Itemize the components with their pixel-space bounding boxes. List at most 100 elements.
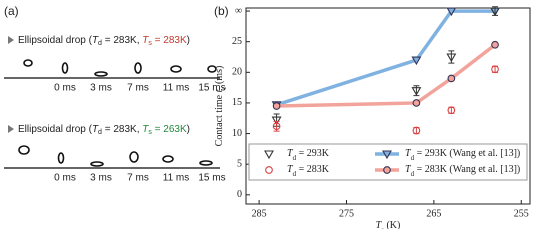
time-label: 15 ms — [198, 173, 225, 184]
text-part: Ellipsoidal drop ( — [18, 35, 93, 46]
legend-label: Td = 293K — [287, 148, 330, 161]
y-tick-label: 5 — [237, 158, 242, 169]
marker — [411, 56, 422, 66]
text-part: = 293K — [296, 148, 330, 159]
marker — [491, 40, 499, 49]
text-part: = 283K, — [102, 124, 142, 135]
x-tick-label: 255 — [514, 208, 529, 219]
text-part: = 283K — [296, 164, 330, 175]
drop-image — [18, 145, 30, 155]
time-label: 11 ms — [163, 173, 190, 184]
text-part: d — [293, 170, 297, 178]
text-part: T — [142, 124, 149, 135]
drop-image — [23, 59, 33, 67]
text-part: d — [411, 154, 415, 162]
plot-frame — [245, 7, 531, 205]
text-part: ) — [187, 124, 190, 135]
text-part: T — [287, 148, 294, 159]
y-tick-label: ∞ — [235, 5, 242, 16]
marker — [412, 126, 421, 135]
legend-label: Td = 283K — [287, 164, 330, 177]
marker — [446, 53, 457, 63]
text-part: ) — [187, 35, 190, 46]
bullet — [8, 125, 14, 133]
y-axis-label: Contact time tc (ms) — [214, 66, 227, 147]
time-label: 0 ms — [54, 173, 76, 184]
text-part: c — [220, 87, 228, 90]
time-label: 3 ms — [90, 83, 112, 94]
marker — [382, 150, 392, 160]
text-part: (ms) — [214, 66, 225, 87]
marker — [447, 106, 456, 115]
x-tick-label: 265 — [426, 208, 441, 219]
y-tick-label: 15 — [232, 97, 242, 108]
text-part: T — [405, 148, 412, 159]
text-part: T — [376, 220, 383, 229]
caption: Ellipsoidal drop (Td = 283K, Ts = 263K) — [18, 124, 190, 137]
text-part: (K) — [384, 220, 400, 229]
marker — [490, 7, 500, 17]
drop-image — [134, 62, 142, 74]
text-part: s — [148, 129, 152, 136]
marker — [411, 87, 422, 96]
text-part: T — [142, 35, 149, 46]
text-part: d — [411, 170, 415, 178]
marker — [264, 150, 274, 160]
x-axis-label: Ts (K) — [376, 220, 401, 229]
drop-image — [90, 161, 104, 167]
text-part: T — [405, 164, 412, 175]
drop-image — [57, 152, 65, 164]
marker — [272, 102, 281, 110]
marker — [446, 7, 457, 17]
line — [276, 43, 497, 108]
x-tick-label: 275 — [339, 208, 354, 219]
marker — [412, 99, 421, 107]
time-label: 3 ms — [90, 173, 112, 184]
text-part: Ellipsoidal drop ( — [18, 124, 93, 135]
time-label: 15 ms — [198, 83, 225, 94]
text-part: s — [148, 40, 152, 47]
marker — [271, 116, 282, 126]
text-part: T — [92, 124, 99, 135]
legend-label: Td = 283K (Wang et al. [13]) — [405, 164, 520, 177]
marker — [447, 74, 456, 83]
text-part: = 283K (Wang et al. [13]) — [414, 164, 520, 175]
drop-image — [94, 71, 108, 77]
text-part: = 283K, — [102, 35, 142, 46]
text-part: d — [293, 154, 297, 162]
drop-image — [162, 155, 174, 163]
time-label: 0 ms — [54, 83, 76, 94]
text-part: s — [381, 226, 384, 229]
text-part: T — [287, 164, 294, 175]
drop-image — [199, 160, 213, 166]
text-part: = 263K — [152, 124, 187, 135]
figure: (a) (b) Ellipsoidal drop (Td = 283K, Ts … — [4, 4, 531, 229]
time-label: 11 ms — [163, 83, 190, 94]
x-tick-label: 285 — [252, 208, 267, 219]
marker — [491, 65, 499, 74]
marker — [383, 166, 391, 174]
text-part: = 293K (Wang et al. [13]) — [414, 148, 520, 159]
drop-image — [61, 62, 69, 74]
text-part: T — [92, 35, 99, 46]
marker — [272, 122, 281, 131]
y-tick-label: 0 — [237, 189, 242, 200]
text-part: = 283K — [152, 35, 187, 46]
time-label: 7 ms — [127, 173, 149, 184]
legend-box — [248, 143, 528, 181]
panel-label: (b) — [214, 4, 229, 18]
drop-image — [129, 151, 139, 163]
caption: Ellipsoidal drop (Td = 283K, Ts = 283K) — [18, 35, 190, 48]
y-tick-label: 20 — [232, 67, 242, 78]
marker — [265, 166, 273, 174]
text-part: d — [98, 129, 102, 136]
text-part: t — [214, 89, 225, 92]
panel-label: (a) — [4, 4, 19, 18]
drop-image — [170, 65, 182, 73]
legend-label: Td = 293K (Wang et al. [13]) — [405, 148, 520, 161]
drop-image — [207, 65, 217, 73]
time-label: 7 ms — [127, 83, 149, 94]
y-tick-label: 10 — [232, 128, 242, 139]
line — [276, 9, 496, 107]
text-part: Contact time — [214, 92, 225, 146]
